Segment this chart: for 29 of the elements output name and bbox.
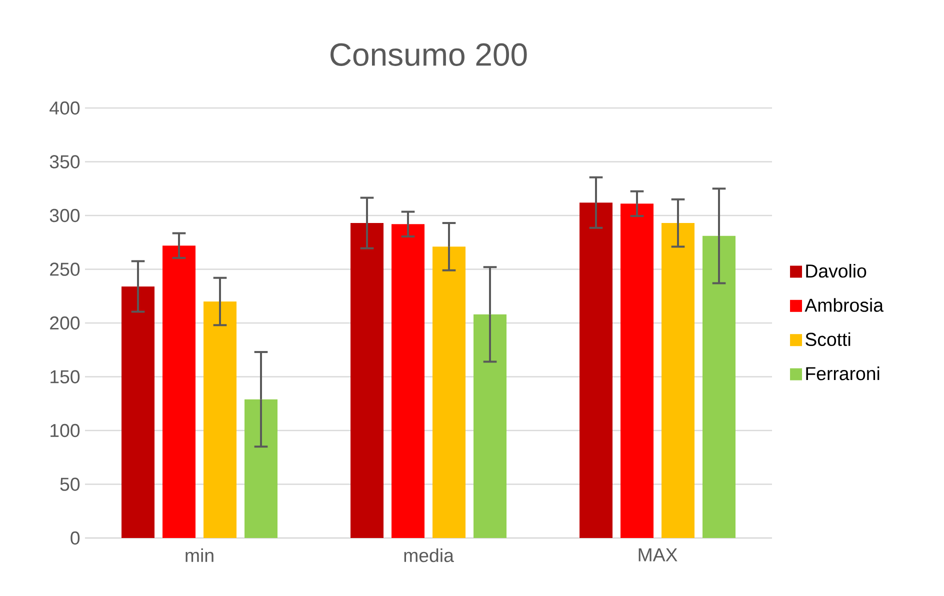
legend-label: Ferraroni [806, 366, 880, 380]
y-tick-label: 300 [50, 208, 80, 222]
y-tick-label: 0 [70, 531, 80, 545]
bar [392, 224, 425, 538]
bar [620, 204, 654, 538]
y-tick-label: 50 [60, 478, 80, 491]
x-tick-label: min [186, 548, 214, 562]
y-tick-label: 100 [50, 424, 80, 438]
bar [122, 286, 154, 538]
bar [162, 246, 196, 538]
bar [350, 223, 384, 538]
x-tick-label: MAX [638, 548, 678, 562]
legend-label: Scotti [806, 332, 850, 346]
chart-title: Consumo 200 [330, 43, 527, 66]
y-tick-label: 400 [50, 101, 80, 115]
bar [662, 223, 695, 538]
bar [204, 301, 237, 538]
x-tick-label: media [404, 548, 454, 562]
y-tick-label: 150 [50, 370, 80, 384]
bar [474, 314, 507, 538]
bar [244, 399, 278, 538]
bar [580, 202, 613, 538]
legend-label: Ambrosia [804, 298, 884, 312]
y-tick-label: 200 [50, 316, 80, 330]
y-tick-label: 250 [50, 262, 80, 276]
bar [432, 246, 466, 538]
bar [702, 236, 736, 538]
y-tick-label: 350 [50, 155, 80, 168]
legend-label: Davolio [806, 264, 866, 278]
